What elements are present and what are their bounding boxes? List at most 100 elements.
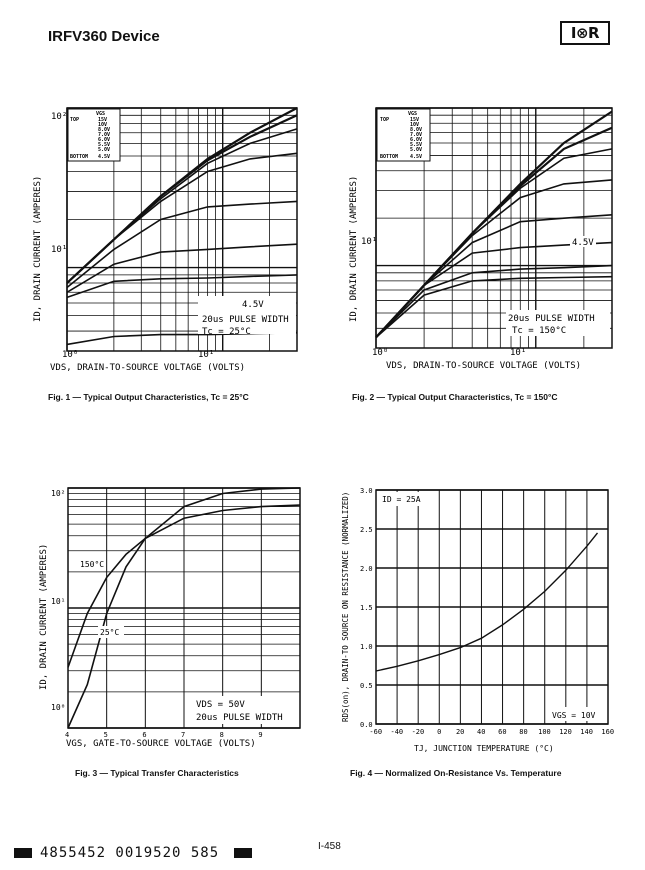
fig1-legend-top: TOP bbox=[70, 117, 79, 123]
fig2-xtick: 10⁰ bbox=[372, 348, 388, 358]
fig4-yticks: 0.0 0.5 1.0 1.5 2.0 2.5 3.0 bbox=[360, 487, 373, 729]
fig2-legend-header: VGS bbox=[408, 111, 417, 117]
fig3-annot-pulse: 20us PULSE WIDTH bbox=[196, 713, 283, 723]
fig2-annot-tc: Tc = 150°C bbox=[512, 326, 566, 336]
fig1-legend-entry: 6.0V bbox=[98, 137, 110, 143]
fig4-ylabel: RDS(on), DRAIN-TO SOURCE ON RESISTANCE (… bbox=[341, 492, 350, 722]
fig2-legend-entry: 10V bbox=[410, 122, 419, 128]
fig1-caption: Fig. 1 — Typical Output Characteristics,… bbox=[48, 392, 249, 402]
fig3-ylabel: ID, DRAIN CURRENT (AMPERES) bbox=[39, 544, 49, 690]
fig1-ytick: 10² bbox=[51, 112, 67, 122]
fig4-ytick: 3.0 bbox=[360, 487, 373, 495]
fig3-xtick: 4 bbox=[65, 731, 69, 739]
fig4-ytick: 2.5 bbox=[360, 526, 373, 534]
fig1-legend-entry: 5.5V bbox=[98, 142, 110, 148]
fig1-xlabel: VDS, DRAIN-TO-SOURCE VOLTAGE (VOLTS) bbox=[50, 363, 245, 373]
fig1-annot-pulse: 20us PULSE WIDTH bbox=[202, 315, 289, 325]
fig3-xtick: 6 bbox=[142, 731, 146, 739]
fig3-xtick: 9 bbox=[258, 731, 262, 739]
fig4-series-line bbox=[375, 532, 599, 672]
fig3-series-line bbox=[67, 487, 301, 729]
fig3-annot-150c: 150°C bbox=[80, 560, 104, 569]
fig3-xtick: 8 bbox=[220, 731, 224, 739]
fig1-ytick: 10¹ bbox=[51, 245, 67, 255]
fig1-xtick: 10⁰ bbox=[62, 350, 78, 360]
fig4-xlabel: TJ, JUNCTION TEMPERATURE (°C) bbox=[414, 744, 554, 753]
fig2-caption: Fig. 2 — Typical Output Characteristics,… bbox=[352, 392, 558, 402]
fig4-xtick: 120 bbox=[559, 728, 572, 736]
fig1-legend-bottom: BOTTOM bbox=[70, 154, 88, 160]
footer-bar-left bbox=[14, 848, 32, 858]
footer-code: 4855452 0019520 585 bbox=[40, 845, 220, 861]
fig1-xtick: 10¹ bbox=[198, 350, 214, 360]
fig3-xticks: 4 5 6 7 8 9 bbox=[65, 731, 263, 739]
ir-logo: I⊗R bbox=[560, 21, 610, 45]
fig2-xtick: 10¹ bbox=[510, 348, 526, 358]
fig4-ytick: 0.5 bbox=[360, 682, 373, 690]
fig3-ytick: 10⁰ bbox=[51, 703, 65, 712]
fig4-xtick: 80 bbox=[519, 728, 527, 736]
fig4-xtick: 100 bbox=[538, 728, 551, 736]
fig1-series-line bbox=[66, 243, 298, 293]
fig2-frame bbox=[375, 107, 613, 349]
fig4-xticks: -60 -40 -20 0 20 40 60 80 100 120 140 160 bbox=[369, 728, 614, 736]
fig1-series-line bbox=[66, 152, 298, 284]
fig4-xtick: 20 bbox=[456, 728, 464, 736]
fig4-ytick: 1.5 bbox=[360, 604, 373, 612]
fig4-annot-id: ID = 25A bbox=[382, 495, 421, 504]
fig1-legend: VGS TOP BOTTOM 15V 10V 8.0V 7.0V 6.0V 5.… bbox=[67, 108, 121, 162]
fig1-annot-45v: 4.5V bbox=[242, 300, 264, 310]
fig2-chart: VGS TOP BOTTOM 15V 10V 8.0V 7.0V 6.0V 5.… bbox=[349, 107, 613, 371]
fig3-xtick: 5 bbox=[104, 731, 108, 739]
fig2-ytick: 10¹ bbox=[361, 237, 377, 247]
fig2-legend-entry: 5.0V bbox=[410, 147, 422, 153]
fig3-caption: Fig. 3 — Typical Transfer Characteristic… bbox=[75, 768, 239, 778]
fig3-series bbox=[67, 487, 301, 729]
fig4-xtick: 40 bbox=[477, 728, 485, 736]
fig1-legend-entry: 15V bbox=[98, 117, 107, 123]
fig4-ytick: 2.0 bbox=[360, 565, 373, 573]
fig2-legend-entry: 7.0V bbox=[410, 132, 422, 138]
fig1-legend-entry: 4.5V bbox=[98, 154, 110, 160]
fig2-legend-entry: 5.5V bbox=[410, 142, 422, 148]
fig1-series-line bbox=[66, 274, 298, 299]
fig4-ytick: 1.0 bbox=[360, 643, 373, 651]
fig2-legend-entry: 8.0V bbox=[410, 127, 422, 133]
fig1-series-line bbox=[66, 332, 298, 346]
fig4-xtick: -40 bbox=[390, 728, 403, 736]
fig4-frame bbox=[375, 489, 609, 725]
fig1-legend-entry: 8.0V bbox=[98, 127, 110, 133]
fig4-xtick: -20 bbox=[412, 728, 425, 736]
fig4-xtick: 0 bbox=[437, 728, 441, 736]
fig1-legend-entry: 7.0V bbox=[98, 132, 110, 138]
fig2-legend-top: TOP bbox=[380, 117, 389, 123]
fig1-legend-entry: 5.0V bbox=[98, 147, 110, 153]
fig2-legend-entry: 6.0V bbox=[410, 137, 422, 143]
fig2-annot-pulse: 20us PULSE WIDTH bbox=[508, 314, 595, 324]
fig4-chart: ID = 25A VGS = 10V 0.0 0.5 1.0 1.5 2.0 2.5 3.0… bbox=[341, 487, 614, 753]
fig4-xtick: -60 bbox=[369, 728, 382, 736]
fig2-ylabel: ID, DRAIN CURRENT (AMPERES) bbox=[349, 176, 359, 322]
fig2-annot-45v: 4.5V bbox=[572, 238, 594, 248]
fig3-annot-25c: 25°C bbox=[100, 628, 119, 637]
fig2-series-line bbox=[375, 264, 613, 338]
fig3-chart: 150°C 25°C VDS = 50V 20us PULSE WIDTH 10… bbox=[39, 487, 301, 749]
fig2-series-line bbox=[375, 275, 613, 339]
fig2-legend-bottom: BOTTOM bbox=[380, 154, 398, 160]
fig1-ylabel: ID, DRAIN CURRENT (AMPERES) bbox=[33, 176, 43, 322]
fig1-frame bbox=[66, 107, 298, 352]
fig1-legend-entry: 10V bbox=[98, 122, 107, 128]
page-number: I-458 bbox=[318, 841, 341, 852]
fig3-xlabel: VGS, GATE-TO-SOURCE VOLTAGE (VOLTS) bbox=[66, 739, 256, 749]
fig2-xlabel: VDS, DRAIN-TO-SOURCE VOLTAGE (VOLTS) bbox=[386, 361, 581, 371]
fig4-xtick: 160 bbox=[601, 728, 614, 736]
fig3-frame bbox=[67, 487, 301, 729]
fig4-grid bbox=[375, 489, 609, 725]
fig3-xtick: 7 bbox=[181, 731, 185, 739]
fig4-ytick: 0.0 bbox=[360, 721, 373, 729]
fig4-caption: Fig. 4 — Normalized On-Resistance Vs. Te… bbox=[350, 768, 562, 778]
fig3-ytick: 10² bbox=[51, 489, 65, 498]
fig4-xtick: 140 bbox=[580, 728, 593, 736]
fig1-chart: VGS TOP BOTTOM 15V 10V 8.0V 7.0V 6.0V 5.… bbox=[33, 107, 298, 373]
fig1-annot-tc: Tc = 25°C bbox=[202, 327, 251, 337]
